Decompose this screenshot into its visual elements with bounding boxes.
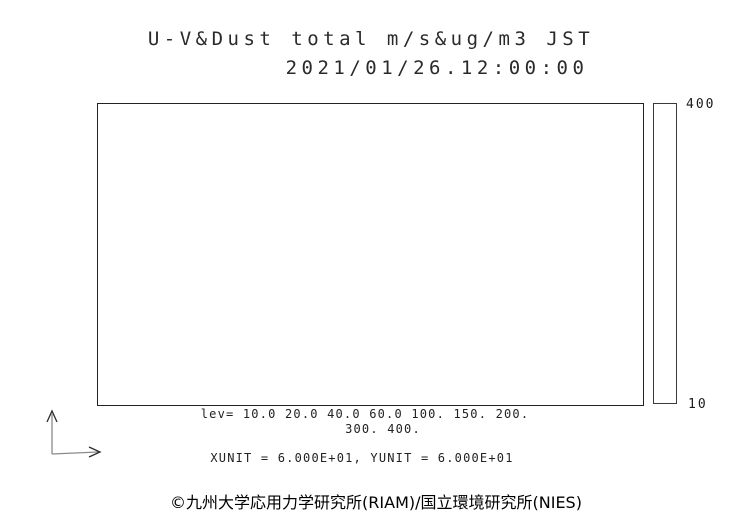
chart-datetime: 2021/01/26.12:00:00: [285, 57, 589, 79]
credit-line: ©九州大学応用力学研究所(RIAM)/国立環境研究所(NIES): [170, 493, 582, 512]
colorbar-max-label: 400: [686, 97, 716, 112]
vector-units-label: XUNIT = 6.000E+01, YUNIT = 6.000E+01: [210, 451, 514, 465]
colorbar: [653, 103, 677, 404]
colorbar-min-label: 10: [688, 397, 708, 412]
map-canvas: [97, 103, 644, 406]
chart-title: U-V&Dust total m/s&ug/m3 JST: [147, 28, 595, 50]
map-plot-svg: [98, 104, 643, 405]
contour-levels-line2: 300. 400.: [345, 422, 421, 436]
unit-vector-axes-icon: [46, 409, 102, 458]
contour-levels-line1: lev= 10.0 20.0 40.0 60.0 100. 150. 200.: [200, 407, 530, 421]
